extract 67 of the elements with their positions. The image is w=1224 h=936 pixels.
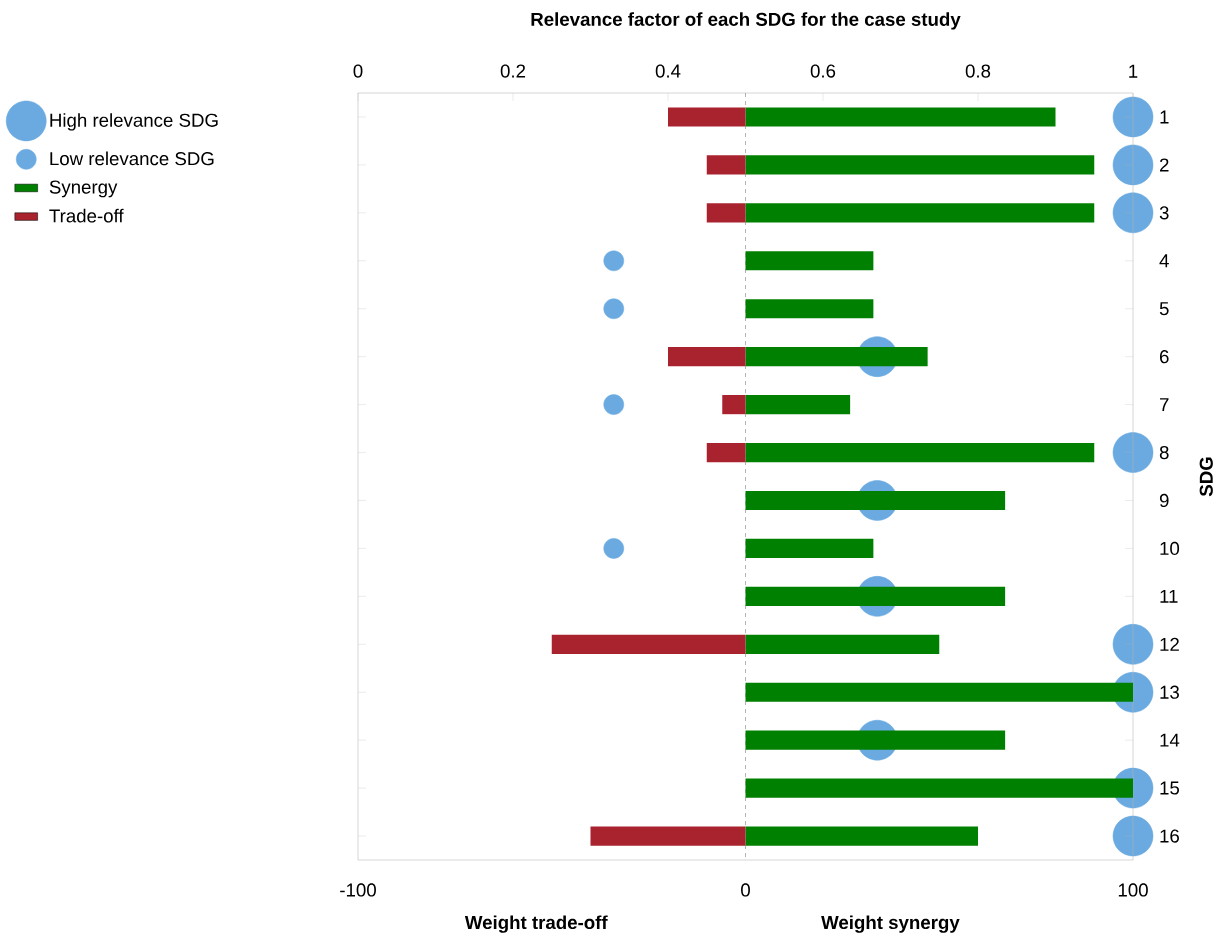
y-tick-label: 3 [1159,206,1169,220]
point [603,538,625,559]
x2-tick-label: 0.4 [655,64,681,78]
y-tick-label: 15 [1160,781,1180,795]
bar [745,586,1006,606]
bar [590,826,746,846]
bar [745,299,874,319]
legend-label: Synergy [49,180,118,198]
bar [745,490,1006,511]
bar [706,203,746,223]
point [1112,815,1154,857]
bar [551,634,746,654]
point [603,394,625,415]
bar [745,538,874,558]
x2-tick-label: 0.2 [500,64,526,78]
bar [745,251,874,271]
point [1112,624,1154,665]
y-tick-label: 13 [1160,685,1179,699]
bar [745,107,1056,127]
point [1112,192,1154,234]
legend-label: Trade-off [49,208,124,223]
legend-label: Low relevance SDG [50,151,214,166]
y-tick-label: 7 [1160,398,1169,412]
bar [745,778,1134,798]
bar [706,155,746,175]
x2-tick-label: 1 [1129,64,1138,78]
y-axis-title: SDG [1199,457,1213,497]
y-tick-label: 1 [1160,110,1169,124]
bar [745,347,928,367]
bar [745,826,979,846]
y-tick-label: 11 [1160,589,1178,603]
legend-label: High relevance SDG [50,113,218,131]
bar [668,107,746,127]
y-tick-label: 16 [1160,829,1179,843]
bar [745,682,1134,702]
y-tick-label: 14 [1160,733,1180,747]
x-tick-label: 0 [741,883,750,897]
x2-tick-label: 0.8 [965,64,991,78]
bar [745,730,1006,750]
y-tick-label: 2 [1159,158,1169,172]
x-tick-label: 100 [1118,883,1148,897]
bar [745,155,1095,175]
bar [668,347,746,367]
point [603,298,625,319]
y-tick-label: 10 [1160,541,1180,556]
x2-tick-label: 0 [353,64,363,78]
bar [745,634,940,654]
point [1112,96,1154,138]
y-tick-label: 5 [1159,302,1169,316]
bar [745,203,1095,223]
point [1112,144,1154,186]
point [1112,432,1154,473]
x2-tick-label: 0.6 [810,64,836,78]
text: Weight trade-off [464,915,608,933]
y-tick-label: 8 [1159,445,1169,460]
bar [745,395,851,415]
x2-axis-title: Relevance factor of each SDG for the case study [531,12,961,30]
y-tick-label: 12 [1160,637,1179,651]
bar [745,442,1095,463]
y-tick-label: 6 [1159,350,1169,364]
x-tick-label: -100 [340,883,376,897]
bar [722,395,746,415]
x-axis-title: Weight synergy [821,915,960,933]
bar [706,442,746,463]
y-tick-label: 4 [1159,254,1169,268]
y-tick-label: 9 [1159,493,1169,508]
point [603,250,625,272]
